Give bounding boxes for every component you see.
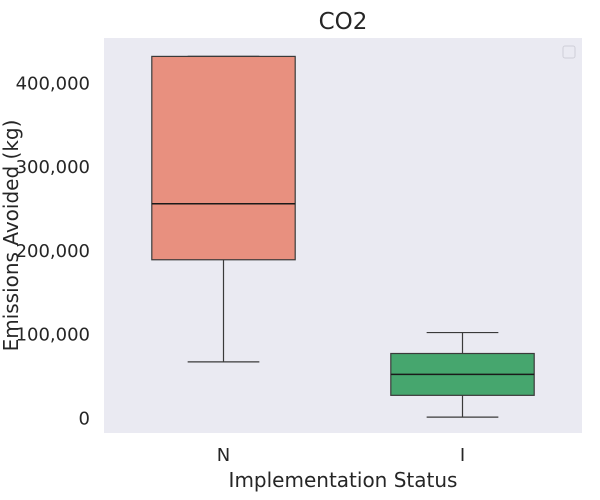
iqr-box [151,55,296,261]
x-tick-label: N [217,445,230,466]
legend [562,45,576,59]
x-tick-label: I [460,445,465,466]
box-N [151,55,296,363]
y-axis-ticks: 0 100,000 200,000 300,000 400,000 [16,74,90,430]
x-axis-label: Implementation Status [229,468,458,492]
boxes [151,55,535,418]
y-tick-label: 400,000 [16,74,90,95]
y-tick-label: 300,000 [16,157,90,178]
y-axis-label: Emissions Avoided (kg) [0,120,23,352]
chart-title: CO2 [319,9,368,35]
y-tick-label: 200,000 [16,241,90,262]
y-axis-label-group: Emissions Avoided (kg) [0,120,23,352]
box-I [390,331,535,418]
y-tick-label: 0 [79,408,90,429]
y-tick-label: 100,000 [16,325,90,346]
